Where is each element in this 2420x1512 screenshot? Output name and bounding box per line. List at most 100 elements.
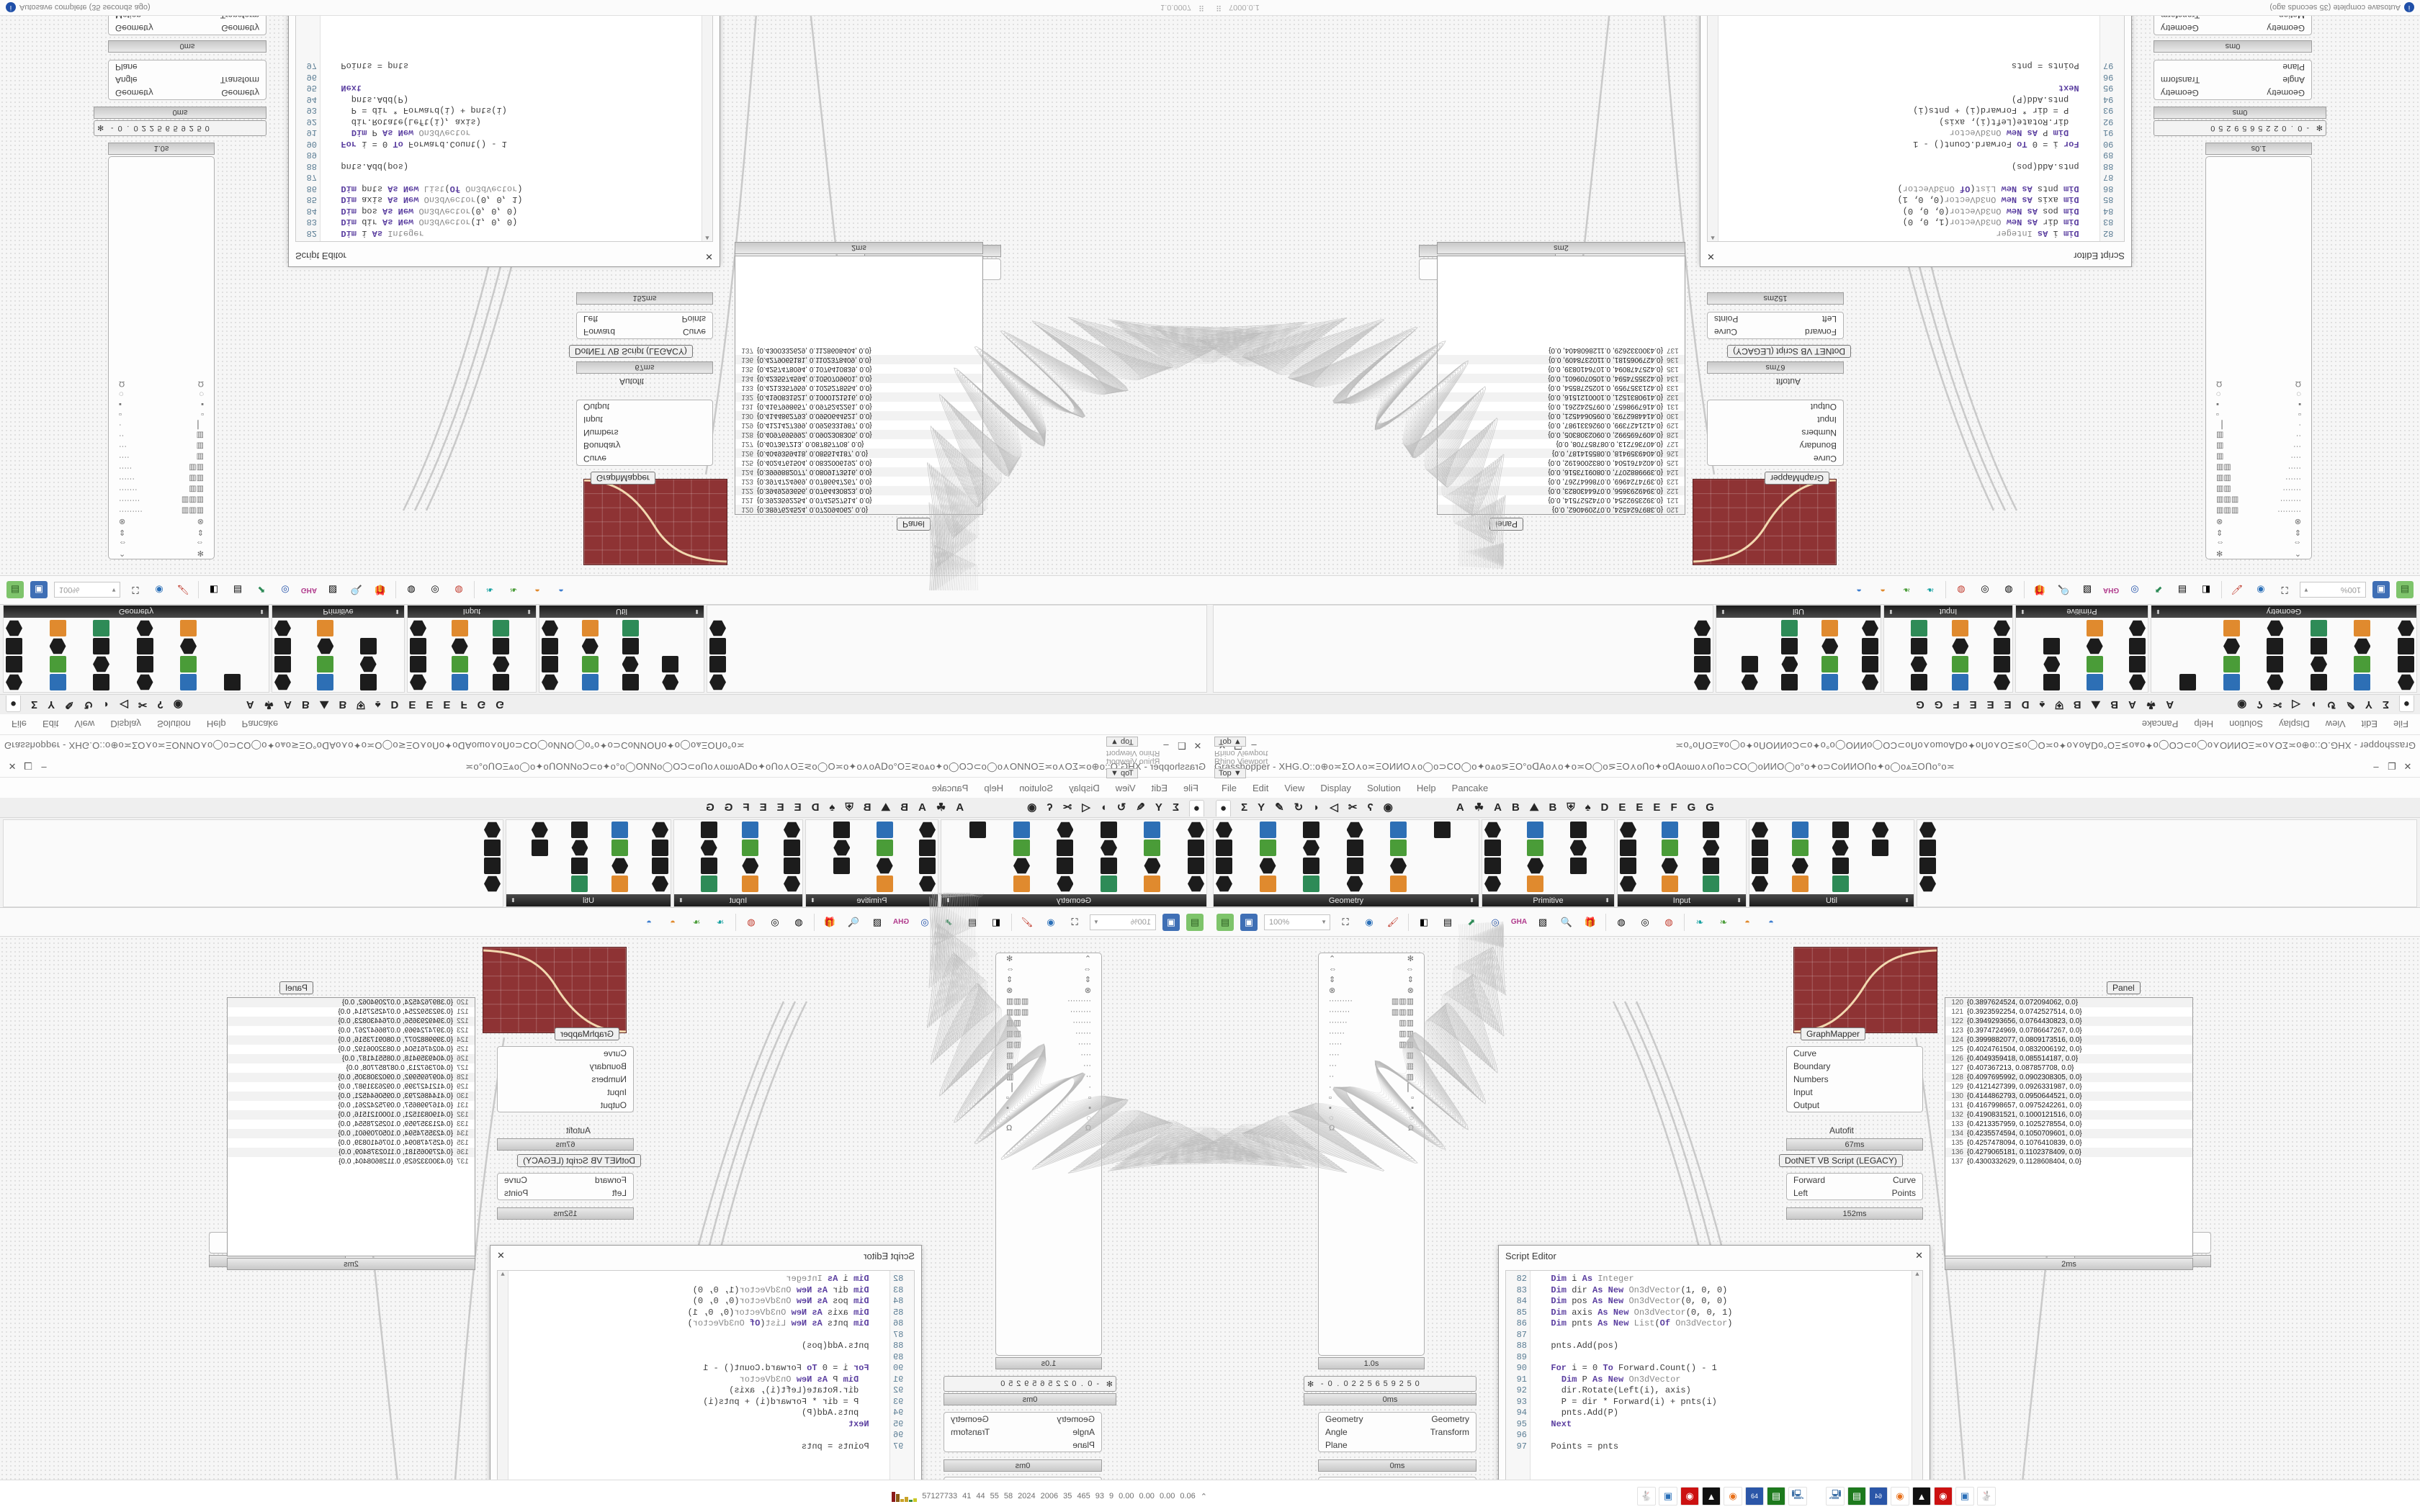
port-out-geometry[interactable]: Geometry [221, 88, 259, 98]
floppy-64-icon[interactable]: 64 [1745, 1487, 1764, 1506]
ribbon-component-icon[interactable] [532, 822, 548, 838]
ribbon-component-icon[interactable] [2398, 620, 2414, 636]
bake-icon[interactable]: ◧ [1419, 916, 1429, 927]
ribbon-panel-primitive-caption[interactable]: Primitive ⬍ [806, 894, 938, 906]
ribbon-component-icon[interactable] [1101, 876, 1117, 892]
save-file-icon[interactable]: ▣ [1162, 913, 1180, 931]
port-in-left[interactable]: Left [583, 314, 599, 324]
port-in-curve[interactable]: Curve [583, 454, 607, 464]
ribbon-component-icon[interactable] [2129, 674, 2146, 690]
port-in-input[interactable]: Input [1793, 1087, 1813, 1097]
ribbon-component-icon[interactable] [1703, 858, 1720, 874]
quadrant-top-left[interactable]: Grasshopper - XHG.O::o⊕o≍ΣO⋏o≍ΞOИИO⋏o◯o⊃… [0, 0, 1210, 756]
ribbon-component-icon[interactable] [1620, 822, 1636, 838]
port-in-boundary[interactable]: Boundary [1793, 1061, 1831, 1071]
ribbon-component-icon[interactable] [1952, 656, 1969, 672]
menu-item-help[interactable]: Help [2194, 719, 2214, 730]
tab-plugin-a3-icon[interactable]: A [284, 698, 292, 711]
ribbon-component-icon[interactable] [1994, 620, 2010, 636]
script-editor-body[interactable]: 82 83 84 85 86 87 88 89 90 91 92 93 94 95 96 97 Dim i A… [497, 1270, 915, 1496]
tab-sets-icon[interactable]: Y [2365, 698, 2372, 711]
render-red-icon[interactable]: ◍ [1957, 585, 1966, 596]
ribbon-component-icon[interactable] [410, 620, 426, 636]
find-icon[interactable]: 🔍 [847, 916, 860, 927]
zoom-extents-icon[interactable]: ⛶ [1071, 916, 1078, 927]
chevron-down-icon[interactable]: ⬍ [810, 897, 815, 904]
ribbon-component-icon[interactable] [1259, 840, 1276, 856]
ribbon-component-icon[interactable] [274, 656, 291, 672]
viewport-view-selector[interactable]: Top ▼ [1106, 768, 1138, 778]
scroll-up-icon[interactable]: ▲ [501, 1271, 505, 1278]
port-out-transform[interactable]: Transform [1430, 1427, 1469, 1437]
viewport-view-selector[interactable]: Top ▼ [1106, 737, 1138, 747]
tab-plugin-b1-icon[interactable]: B [900, 801, 908, 814]
maximize-button[interactable]: ❐ [24, 760, 32, 772]
ribbon-component-icon[interactable] [709, 638, 726, 654]
quadrant-top-right[interactable]: Grasshopper - XHG.O::o⊕o≍ΣO⋏o≍ΞOИИO⋏o◯o⊃… [1210, 0, 2420, 756]
menu-item-help[interactable]: Help [206, 719, 226, 730]
motion-component[interactable]: Geometry Geometry Motion Transform [2154, 16, 2312, 35]
leaf-green-icon[interactable]: ❧ [1902, 585, 1911, 596]
tab-plugin-b2-icon[interactable]: ⛰ [319, 698, 329, 711]
render-grey-icon[interactable]: ◍ [1617, 916, 1626, 927]
ribbon-component-icon[interactable] [2311, 620, 2327, 636]
menu-item-display[interactable]: Display [110, 719, 141, 730]
ribbon-component-icon[interactable] [1752, 858, 1768, 874]
leaf-teal-icon[interactable]: ❧ [1695, 916, 1704, 927]
egg-orange-icon[interactable]: ◓ [1744, 917, 1750, 927]
port-in-forward[interactable]: Forward [594, 1175, 627, 1185]
ribbon-component-icon[interactable] [1781, 674, 1798, 690]
port-out-curve[interactable]: Curve [1892, 1175, 1916, 1185]
find-icon[interactable]: 🔍 [1560, 916, 1573, 927]
ribbon-component-icon[interactable] [1791, 822, 1809, 838]
ribbon-panel-input-caption[interactable]: Input ⬍ [1618, 894, 1746, 906]
ribbon-component-icon[interactable] [1791, 876, 1809, 892]
publish-icon[interactable]: ⬈ [257, 585, 266, 596]
ribbon-component-icon[interactable] [451, 656, 468, 672]
menu-item-display[interactable]: Display [2279, 719, 2310, 730]
port-in-left[interactable]: Left [1821, 314, 1837, 324]
ribbon-component-icon[interactable] [876, 822, 893, 838]
find-icon[interactable]: 🔍 [2057, 585, 2070, 596]
ribbon-component-icon[interactable] [1952, 620, 1969, 636]
ribbon-component-icon[interactable] [700, 876, 717, 892]
paint-brush-icon[interactable]: 🖌 [176, 585, 189, 596]
ribbon-component-icon[interactable] [622, 656, 639, 672]
tab-params-icon[interactable]: ● [2398, 696, 2414, 712]
tab-display-icon[interactable]: ◉ [1027, 801, 1037, 814]
ribbon-component-icon[interactable] [1620, 876, 1636, 892]
ribbon-component-icon[interactable] [833, 822, 851, 838]
ribbon-panel-util-caption[interactable]: Util ⬍ [1716, 606, 1881, 618]
tab-curve-icon[interactable]: ↻ [1116, 801, 1126, 814]
grasshopper-canvas[interactable]: ⌃ ✻ ⇔ ⇔ ⇕ ⇕ ⊗ ⊗ ········· ▥▥▥ ········ ▥▥▥ ···… [1210, 16, 2420, 575]
ribbon-component-icon[interactable] [1216, 876, 1232, 892]
ribbon-component-icon[interactable] [1791, 840, 1809, 856]
ribbon-component-icon[interactable] [137, 620, 153, 636]
ribbon-component-icon[interactable] [742, 840, 759, 856]
menu-item-edit[interactable]: Edit [1252, 782, 1269, 793]
port-out-output[interactable]: Output [1793, 1100, 1820, 1110]
port-out-curve[interactable]: Curve [504, 1175, 528, 1185]
tab-plugin-b4-icon[interactable]: ⛨ [2055, 698, 2063, 711]
ribbon-component-icon[interactable] [1101, 858, 1117, 874]
clock-red-icon[interactable]: ◉ [1680, 1487, 1699, 1506]
ribbon-component-icon[interactable] [652, 858, 668, 874]
ribbon-component-icon[interactable] [1303, 876, 1319, 892]
render-red-icon[interactable]: ◍ [747, 916, 756, 927]
ribbon-component-icon[interactable] [49, 656, 66, 672]
port-out-curve[interactable]: Curve [682, 327, 706, 337]
tab-plugin-b4-icon[interactable]: ⛨ [1567, 801, 1575, 814]
chevron-down-icon[interactable]: ⬍ [1736, 897, 1742, 904]
ribbon-component-icon[interactable] [49, 674, 66, 690]
chevron-down-icon[interactable]: ⬍ [1605, 897, 1610, 904]
chevron-down-icon[interactable]: ⬍ [395, 608, 400, 615]
ribbon-component-icon[interactable] [93, 638, 109, 654]
ribbon-component-icon[interactable] [1952, 638, 1968, 654]
tab-display-icon[interactable]: ◉ [173, 698, 183, 711]
ribbon-component-icon[interactable] [1346, 822, 1363, 838]
ribbon-component-icon[interactable] [784, 876, 800, 892]
ribbon-panel-util-caption[interactable]: Util ⬍ [539, 606, 704, 618]
ribbon-component-icon[interactable] [493, 638, 510, 654]
ribbon-component-icon[interactable] [581, 620, 599, 636]
